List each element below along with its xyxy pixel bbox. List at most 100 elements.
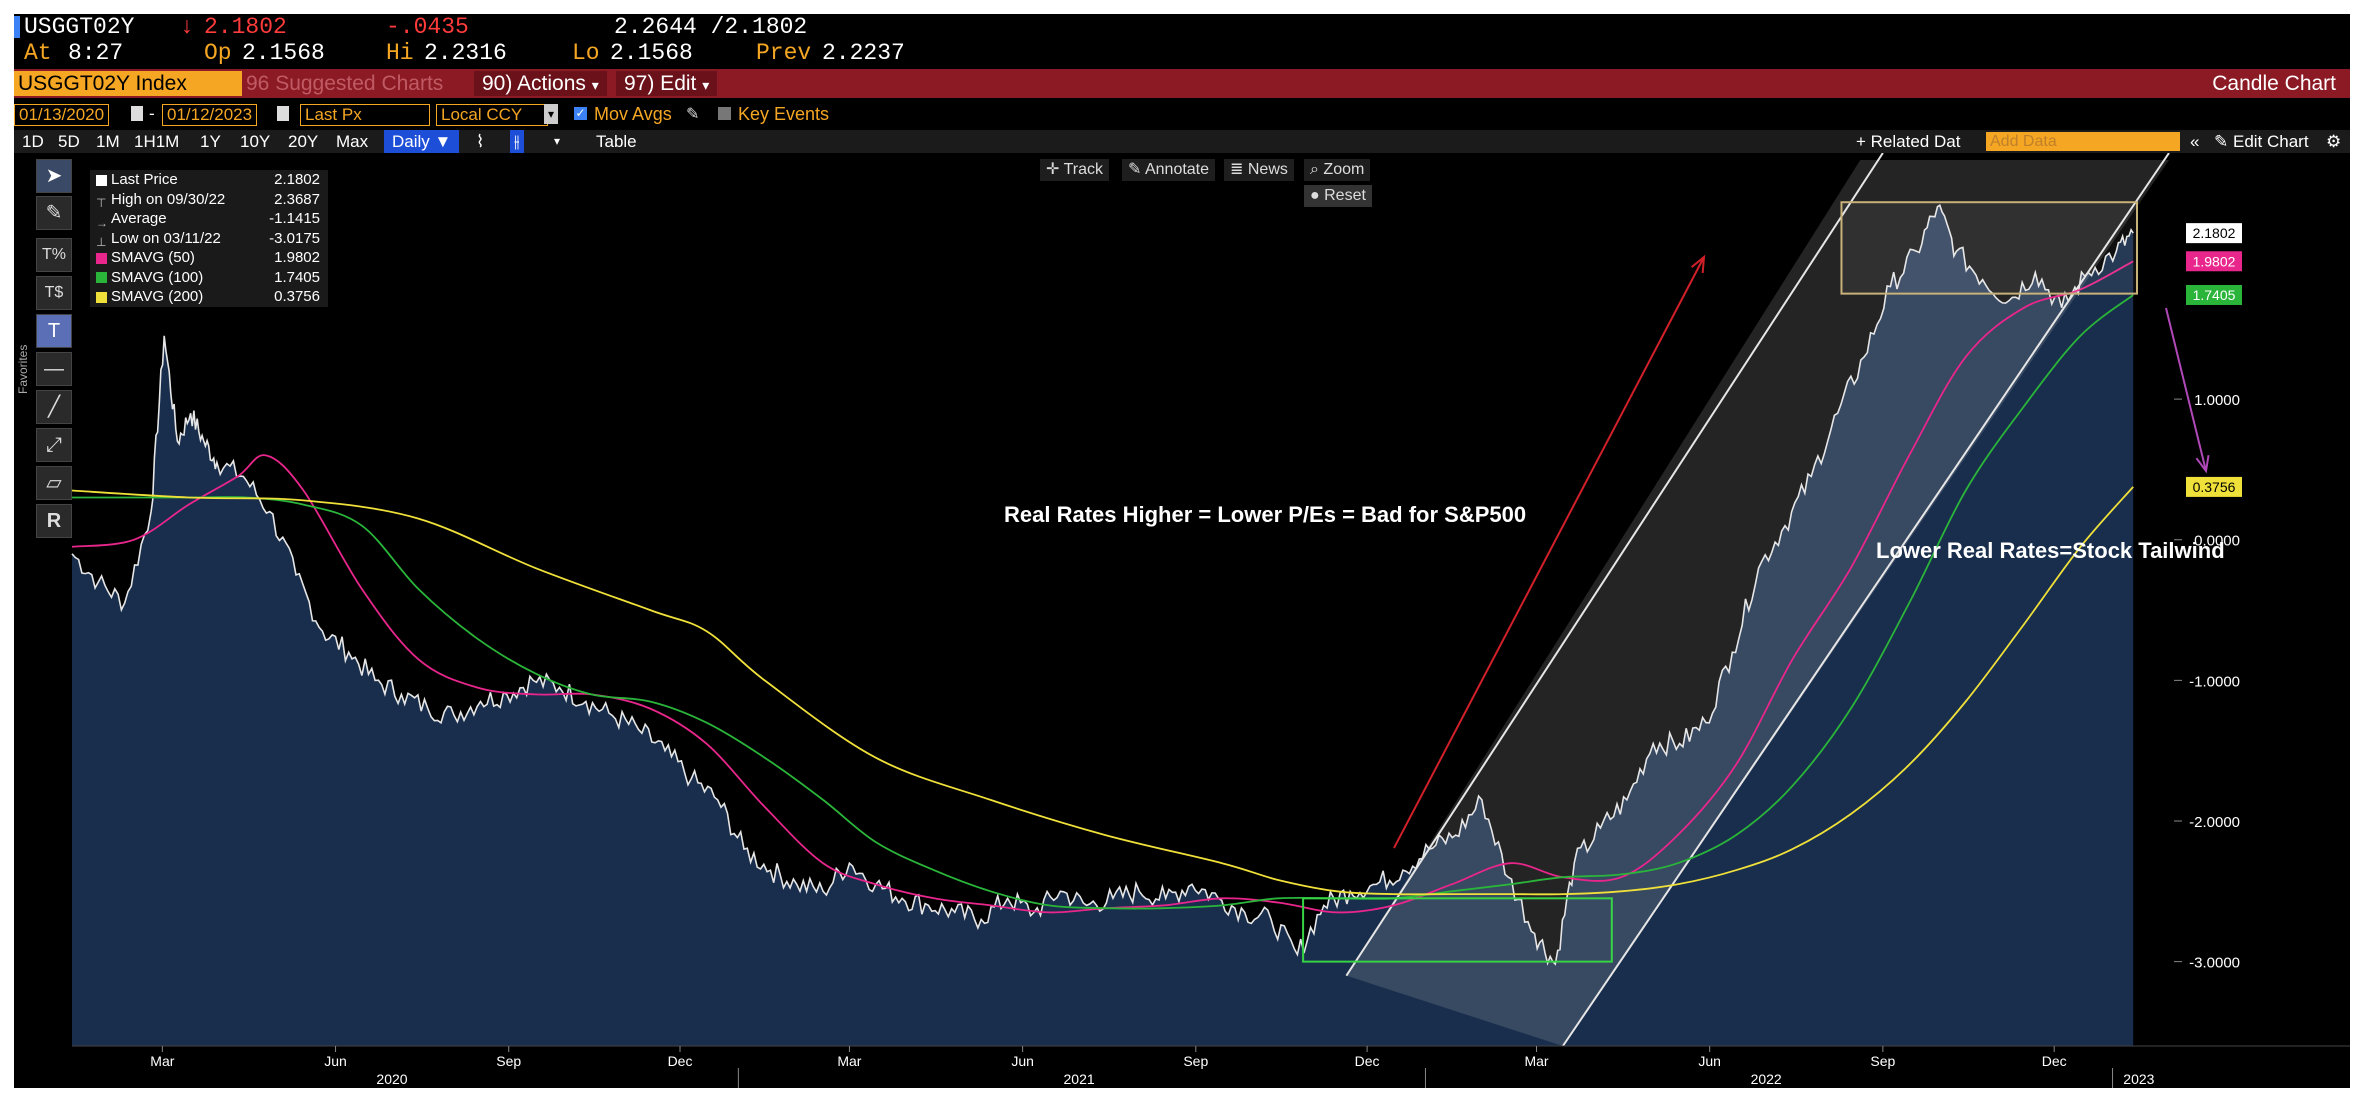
regression-tool-icon[interactable]: R <box>36 504 72 538</box>
period-10y[interactable]: 10Y <box>240 132 271 151</box>
pencil-icon: ✎ <box>1128 161 1142 178</box>
edit-chart-button[interactable]: ✎ Edit Chart <box>2210 130 2313 153</box>
zoom-label: Zoom <box>1323 161 1365 178</box>
actions-menu[interactable]: 90) Actions ▾ <box>474 71 607 96</box>
value-tag-bg <box>2186 223 2242 244</box>
low-marker-icon: ⊥ <box>96 235 107 250</box>
downside-arrow-head <box>2195 455 2210 474</box>
chart-type-label: Candle Chart <box>2212 72 2336 95</box>
annotate-label: Annotate <box>1144 161 1210 178</box>
legend-smavg-200: SMAVG (200) 0.3756 <box>90 287 328 307</box>
favorites-label: Favorites <box>16 344 30 394</box>
y-tick-label: -2.0000 <box>2189 814 2240 831</box>
bid-ask-range: 2.2644 /2.1802 <box>614 14 808 40</box>
series-smavg-200 <box>71 486 2134 896</box>
value-tag: 2.1802 <box>2193 225 2236 241</box>
gear-icon[interactable]: ⚙ <box>2326 132 2342 151</box>
chevron-down-icon: ▾ <box>591 77 599 93</box>
x-tick-label: Sep <box>496 1053 521 1069</box>
high-value: 2.2316 <box>424 40 507 66</box>
channel-shading <box>1346 160 2169 1046</box>
x-year-label: 2023 <box>2123 1071 2154 1087</box>
calendar-icon[interactable] <box>131 106 143 121</box>
key-events-label: Key Events <box>738 104 830 124</box>
field-select[interactable]: Last Px <box>300 104 430 126</box>
line-chart-icon[interactable]: ⌇ <box>476 132 485 151</box>
legend-smavg-100: SMAVG (100) 1.7405 <box>90 268 328 288</box>
low-zone-box <box>1302 897 1613 963</box>
period-1m[interactable]: 1M <box>96 132 120 151</box>
start-date-input[interactable]: 01/13/2020 <box>14 104 110 126</box>
period-1y[interactable]: 1Y <box>200 132 221 151</box>
x-tick-label: Mar <box>1524 1053 1548 1069</box>
pencil-icon[interactable]: ✎ <box>686 106 700 123</box>
suggested-charts-button[interactable]: 96 Suggested Charts <box>246 72 444 95</box>
period-5d[interactable]: 5D <box>58 132 80 151</box>
legend-label: SMAVG (50) <box>111 249 195 266</box>
end-date-input[interactable]: 01/12/2023 <box>162 104 258 126</box>
chart-window: USGGT02Y ↓ 2.1802 -.0435 2.2644 /2.1802 … <box>14 14 2350 1088</box>
x-tick-label: Mar <box>837 1053 861 1069</box>
reset-label: Reset <box>1324 187 1366 204</box>
currency-select[interactable]: Local CCY <box>436 104 548 126</box>
mov-avgs-checkbox[interactable]: ✓ <box>574 106 587 120</box>
edit-chart-label: Edit Chart <box>2232 132 2309 151</box>
ray-tool-icon[interactable]: ⤢ <box>36 428 72 462</box>
chevron-down-icon[interactable]: ▾ <box>544 104 558 124</box>
dollar-tool-icon[interactable]: T$ <box>36 276 72 310</box>
ticker-marker <box>14 16 20 38</box>
pointer-icon[interactable]: ➤ <box>36 159 72 193</box>
zoom-button[interactable]: ⌕ Zoom <box>1304 159 1371 181</box>
legend-label: Last Price <box>111 171 178 188</box>
prev-value: 2.2237 <box>822 40 905 66</box>
x-tick-label: Sep <box>1183 1053 1208 1069</box>
frequency-select[interactable]: Daily ▼ <box>384 130 460 153</box>
value-tag-bg <box>2186 284 2242 305</box>
chevron-down-icon: ▼ <box>434 132 452 151</box>
annotate-button[interactable]: ✎ Annotate <box>1122 159 1216 181</box>
period-max[interactable]: Max <box>336 132 369 151</box>
percent-tool-icon[interactable]: T% <box>36 238 72 272</box>
legend-label: SMAVG (200) <box>111 288 204 305</box>
high-marker-icon: ⊤ <box>96 196 107 211</box>
pencil-icon[interactable]: ✎ <box>36 196 72 230</box>
x-tick-label: Jun <box>324 1053 347 1069</box>
legend-value: 0.3756 <box>274 288 320 305</box>
downside-arrow <box>2165 307 2207 472</box>
x-tick-label: Jun <box>1011 1053 1034 1069</box>
average-marker-icon: → <box>96 215 108 230</box>
channel-tool-icon[interactable]: ▱ <box>36 466 72 500</box>
news-button[interactable]: ≣ News <box>1224 159 1294 181</box>
period-20y[interactable]: 20Y <box>288 132 319 151</box>
edit-menu[interactable]: 97) Edit ▾ <box>616 71 718 96</box>
legend-value: 2.1802 <box>274 171 320 188</box>
related-data-button[interactable]: + Related Dat <box>1856 132 1961 151</box>
add-data-input[interactable]: Add Data <box>1986 132 2180 151</box>
x-tick-label: Dec <box>2042 1053 2067 1069</box>
calendar-icon[interactable] <box>277 106 289 121</box>
legend-label: Low on 03/11/22 <box>111 229 221 247</box>
price-chart[interactable]: 1.0000 0.0000 -1.0000 -2.0000 -3.0000 2.1802 1… <box>14 153 2350 1088</box>
x-tick-label: Dec <box>668 1053 693 1069</box>
y-tick-label: 1.0000 <box>2194 392 2240 409</box>
key-events-checkbox[interactable] <box>718 107 731 120</box>
track-button[interactable]: ✛ Track <box>1040 159 1109 181</box>
candle-chart-icon[interactable]: ⫲ <box>510 130 524 153</box>
legend-value: 1.9802 <box>274 249 320 266</box>
table-button[interactable]: Table <box>596 132 637 151</box>
text-tool-icon[interactable]: T <box>36 314 72 348</box>
security-label[interactable]: USGGT02Y Index <box>14 71 242 96</box>
high-label: Hi <box>386 40 414 66</box>
collapse-icon[interactable]: « <box>2190 132 2200 151</box>
trendline-tool-icon[interactable]: ╱ <box>36 390 72 424</box>
reset-button[interactable]: ● Reset <box>1304 185 1372 207</box>
legend-last-price: Last Price 2.1802 <box>90 170 328 190</box>
value-tag: 1.7405 <box>2193 287 2236 303</box>
period-1h1m[interactable]: 1H1M <box>134 132 180 151</box>
period-1d[interactable]: 1D <box>22 132 44 151</box>
chart-legend: Last Price 2.1802 ⊤ High on 09/30/22 2.3687… <box>90 170 328 307</box>
open-value: 2.1568 <box>242 40 325 66</box>
chevron-down-icon[interactable]: ▾ <box>554 134 561 148</box>
channel-upper-line <box>1345 153 1884 977</box>
hline-tool-icon[interactable]: — <box>36 352 72 386</box>
